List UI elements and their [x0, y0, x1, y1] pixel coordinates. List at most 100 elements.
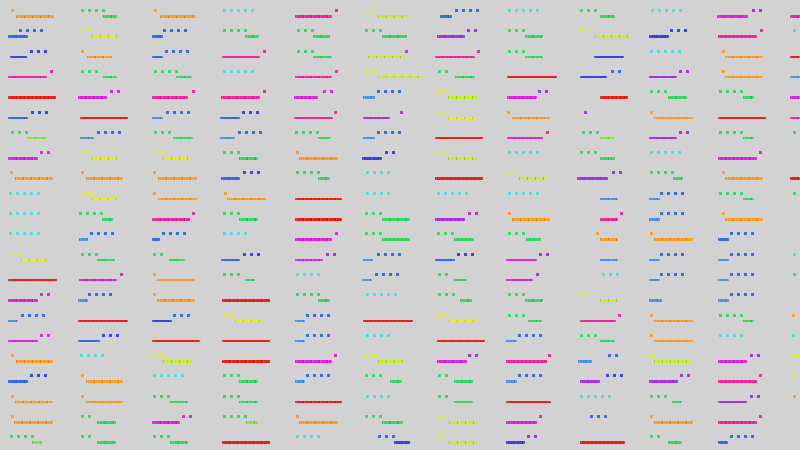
pattern-dot	[365, 415, 368, 418]
pattern-dot	[153, 354, 156, 358]
pattern-dot	[751, 272, 754, 276]
pattern-dot	[237, 394, 240, 398]
pattern-dot	[398, 252, 401, 256]
pattern-dot	[602, 272, 605, 276]
pattern-dot	[515, 49, 518, 53]
pattern-dot	[444, 191, 447, 195]
pattern-dash	[170, 400, 188, 404]
pattern-dash	[299, 421, 338, 424]
pattern-dash	[449, 421, 478, 424]
pattern-dash	[221, 96, 260, 99]
pattern-dot	[679, 9, 682, 12]
pattern-dot	[160, 354, 163, 358]
pattern-dash	[86, 177, 123, 180]
pattern-dash	[16, 15, 54, 18]
pattern-dot	[793, 374, 796, 378]
pattern-dot	[21, 313, 24, 317]
pattern-dash	[718, 116, 766, 119]
pattern-dot	[81, 171, 84, 175]
pattern-dot	[25, 130, 28, 134]
pattern-dot	[580, 394, 583, 398]
pattern-dot	[244, 29, 247, 33]
pattern-dot	[377, 130, 380, 134]
pattern-dot	[793, 130, 796, 134]
pattern-dot	[525, 374, 528, 378]
pattern-dash	[363, 136, 375, 140]
pattern-dot	[366, 333, 369, 337]
pattern-dash	[718, 360, 747, 363]
pattern-dot	[30, 191, 33, 195]
pattern-dot	[515, 232, 518, 236]
pattern-dot	[612, 171, 615, 175]
pattern-dot	[116, 333, 119, 337]
pattern-dash	[246, 421, 258, 424]
pattern-dash	[790, 116, 800, 119]
pattern-dot	[154, 69, 157, 73]
pattern-dash	[176, 75, 192, 79]
pattern-dot	[587, 29, 590, 33]
pattern-dash	[294, 116, 333, 119]
pattern-dot	[180, 313, 183, 317]
pattern-dash	[318, 299, 330, 302]
pattern-dash	[435, 258, 455, 262]
pattern-dot	[733, 333, 736, 337]
pattern-dash	[152, 238, 160, 241]
pattern-dot	[223, 69, 226, 73]
pattern-dot	[118, 130, 121, 134]
pattern-dot	[167, 374, 170, 378]
pattern-dot	[251, 69, 254, 73]
pattern-dash	[80, 116, 128, 119]
pattern-dot	[365, 212, 368, 215]
pattern-dot	[37, 232, 40, 236]
pattern-dot	[508, 9, 511, 12]
pattern-dash	[8, 157, 38, 160]
pattern-dot	[47, 333, 50, 337]
pattern-dot	[664, 151, 667, 155]
pattern-dash	[790, 177, 800, 180]
pattern-dot	[672, 9, 675, 12]
pattern-dot	[387, 191, 390, 195]
pattern-dash	[222, 55, 260, 59]
pattern-dot	[438, 90, 441, 94]
pattern-dot	[366, 171, 369, 175]
pattern-dot	[726, 333, 729, 337]
pattern-dot	[580, 29, 583, 33]
pattern-dot	[678, 151, 681, 155]
pattern-dash	[743, 96, 754, 99]
pattern-dot	[438, 313, 441, 317]
pattern-dot	[650, 415, 653, 418]
pattern-dash	[718, 299, 729, 302]
pattern-dot	[237, 232, 240, 236]
pattern-dot	[18, 130, 21, 134]
pattern-dot	[102, 333, 105, 337]
pattern-dot	[529, 191, 532, 195]
pattern-dot	[320, 374, 323, 378]
pattern-dash	[717, 15, 748, 18]
pattern-dot	[183, 232, 186, 236]
pattern-dot	[445, 151, 448, 155]
pattern-dot	[230, 29, 233, 33]
pattern-dot	[88, 29, 91, 33]
pattern-dot	[380, 333, 383, 337]
pattern-dot	[740, 191, 743, 195]
pattern-dot	[657, 90, 660, 94]
pattern-dash	[378, 75, 423, 79]
pattern-dash	[600, 258, 618, 262]
pattern-dot	[40, 29, 43, 33]
pattern-dot	[457, 252, 460, 256]
pattern-dot	[237, 272, 240, 276]
pattern-dot	[223, 313, 226, 317]
pattern-dot	[95, 9, 98, 12]
pattern-dot	[582, 130, 585, 134]
pattern-dot	[726, 191, 729, 195]
pattern-dot	[245, 130, 248, 134]
pattern-dot	[587, 394, 590, 398]
pattern-dot	[546, 252, 549, 256]
pattern-dot	[243, 252, 246, 256]
pattern-dash	[222, 299, 270, 302]
pattern-dot	[508, 191, 511, 195]
pattern-dot	[590, 415, 593, 418]
pattern-dash	[152, 319, 172, 322]
pattern-dash	[362, 157, 382, 160]
pattern-dash	[152, 96, 188, 99]
